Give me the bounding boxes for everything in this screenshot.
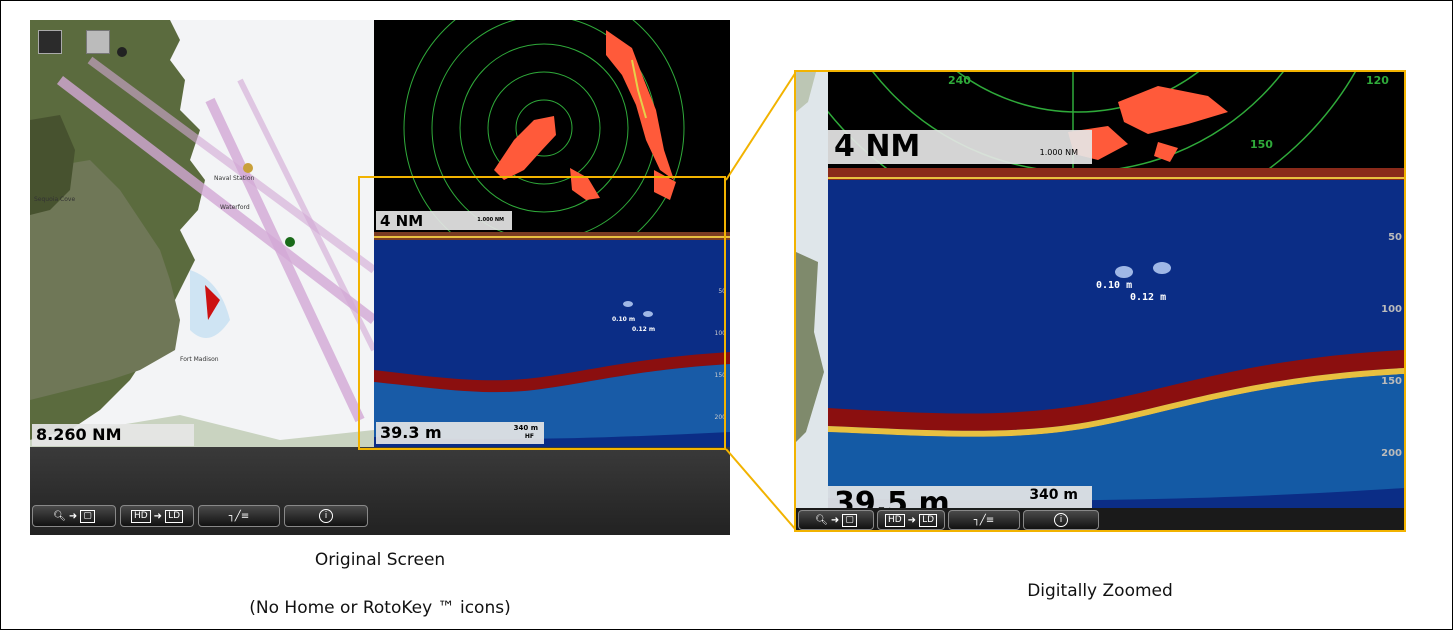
arrow-right-icon: ➜ [153, 510, 163, 522]
caption-original: Original Screen [314, 550, 446, 570]
caption-original-note: (No Home or RotoKey ™ icons) [249, 598, 511, 618]
radar-pane[interactable] [374, 20, 730, 232]
zoomed-depth-tick: 200 [1381, 448, 1402, 459]
zoomed-depth-tick: 150 [1381, 376, 1402, 387]
bottom-toolbar: 🔍︎ ➜ ▢ HD ➜ LD ┐╱≡ i [32, 505, 368, 531]
range-box: 4 NM 1.000 NM [376, 211, 512, 230]
zoomed-depth-box: 39.5 m 340 m [828, 486, 1092, 508]
sonar-display [374, 232, 730, 447]
bearing-label: 120 [1366, 74, 1389, 87]
ld-label: LD [165, 509, 184, 523]
hd-label: HD [884, 513, 905, 527]
zoomed-depth-value: 39.5 m [834, 486, 950, 508]
zoomed-info-button[interactable]: i [1023, 510, 1099, 530]
zoomed-sonar-display [828, 168, 1404, 508]
sonar-target-label: 0.10 m [612, 316, 636, 323]
chart-distance-box: 8.260 NM [32, 424, 194, 446]
zoom-window-button[interactable]: 🔍︎ ➜ ▢ [32, 505, 116, 527]
sonar-pane[interactable]: 0.10 m 0.12 m 50 100 150 200 39.3 m 340 … [374, 232, 730, 447]
zoom-highlight-box [358, 176, 726, 450]
info-icon: i [1054, 513, 1068, 527]
bearing-label: 240 [948, 74, 971, 87]
zoomed-chart-edge [796, 72, 828, 530]
zoomed-range-small: 1.000 NM [1039, 148, 1078, 157]
hd-ld-button[interactable]: HD ➜ LD [120, 505, 194, 527]
hd-label: HD [130, 509, 151, 523]
depth-tick-label: 200 [714, 414, 726, 421]
chart-zoom-icon[interactable] [38, 30, 62, 54]
chart-label: Naval Station [214, 175, 255, 182]
bearing-label: 150 [1250, 138, 1273, 151]
window-icon: ▢ [80, 509, 95, 523]
zoomed-depth-tick: 50 [1388, 232, 1402, 243]
magnifier-icon: 🔍︎ [53, 510, 66, 522]
zoomed-switch-button[interactable]: ┐╱≡ [948, 510, 1020, 530]
depth-range: 340 m [513, 424, 538, 432]
info-button[interactable]: i [284, 505, 368, 527]
depth-range-sub: HF [524, 433, 534, 440]
depth-tick-label: 100 [714, 330, 726, 337]
zoomed-hd-ld-button[interactable]: HD ➜ LD [877, 510, 945, 530]
sonar-target-label: 0.12 m [632, 326, 656, 333]
zoomed-zoom-window-button[interactable]: 🔍︎ ➜ ▢ [798, 510, 874, 530]
switch-button[interactable]: ┐╱≡ [198, 505, 280, 527]
magnifier-icon: 🔍︎ [815, 514, 828, 526]
arrow-right-icon: ➜ [907, 514, 917, 526]
radar-display [403, 20, 685, 232]
original-screen: Naval Station Waterford Fort Madison Seq… [30, 20, 730, 535]
arrow-right-icon: ➜ [68, 510, 78, 522]
zoomed-sonar-pane[interactable]: 0.10 m 0.12 m 50 100 150 200 39.5 m 340 … [828, 168, 1404, 508]
zoomed-range-label: 4 NM [834, 129, 921, 164]
depth-tick-label: 50 [718, 288, 726, 295]
range-label: 4 NM [380, 212, 424, 230]
zoomed-screen: 240 120 150 4 NM 1.000 NM 0.10 m 0.12 m … [794, 70, 1406, 532]
switch-icon: ┐╱≡ [228, 510, 250, 522]
chart-label: Waterford [220, 204, 250, 211]
range-small: 1.000 NM [477, 217, 504, 223]
zoomed-target-label: 0.10 m [1096, 280, 1133, 291]
zoomed-depth-tick: 100 [1381, 304, 1402, 315]
zoomed-target-label: 0.12 m [1130, 292, 1167, 303]
arrow-right-icon: ➜ [830, 514, 840, 526]
chart-layer-icon[interactable] [86, 30, 110, 54]
window-icon: ▢ [842, 513, 857, 527]
zoomed-toolbar: 🔍︎ ➜ ▢ HD ➜ LD ┐╱≡ i [796, 508, 1404, 530]
switch-icon: ┐╱≡ [973, 514, 995, 526]
caption-zoomed: Digitally Zoomed [1027, 581, 1173, 601]
zoomed-depth-range: 340 m [1029, 487, 1078, 503]
depth-readout-box: 39.3 m 340 m HF [376, 422, 544, 444]
chart-label: Sequoia Cove [34, 196, 76, 203]
nautical-chart-pane[interactable]: Naval Station Waterford Fort Madison Seq… [30, 20, 374, 447]
zoomed-range-box: 4 NM 1.000 NM [828, 130, 1092, 164]
chart-distance: 8.260 NM [36, 425, 122, 444]
zoomed-radar-pane[interactable]: 240 120 150 4 NM 1.000 NM [828, 72, 1404, 168]
zoomed-chart-map [796, 72, 828, 530]
info-icon: i [319, 509, 333, 523]
depth-tick-label: 150 [714, 372, 726, 379]
depth-value: 39.3 m [380, 423, 442, 442]
chart-label: Fort Madison [180, 356, 219, 363]
ld-label: LD [919, 513, 938, 527]
